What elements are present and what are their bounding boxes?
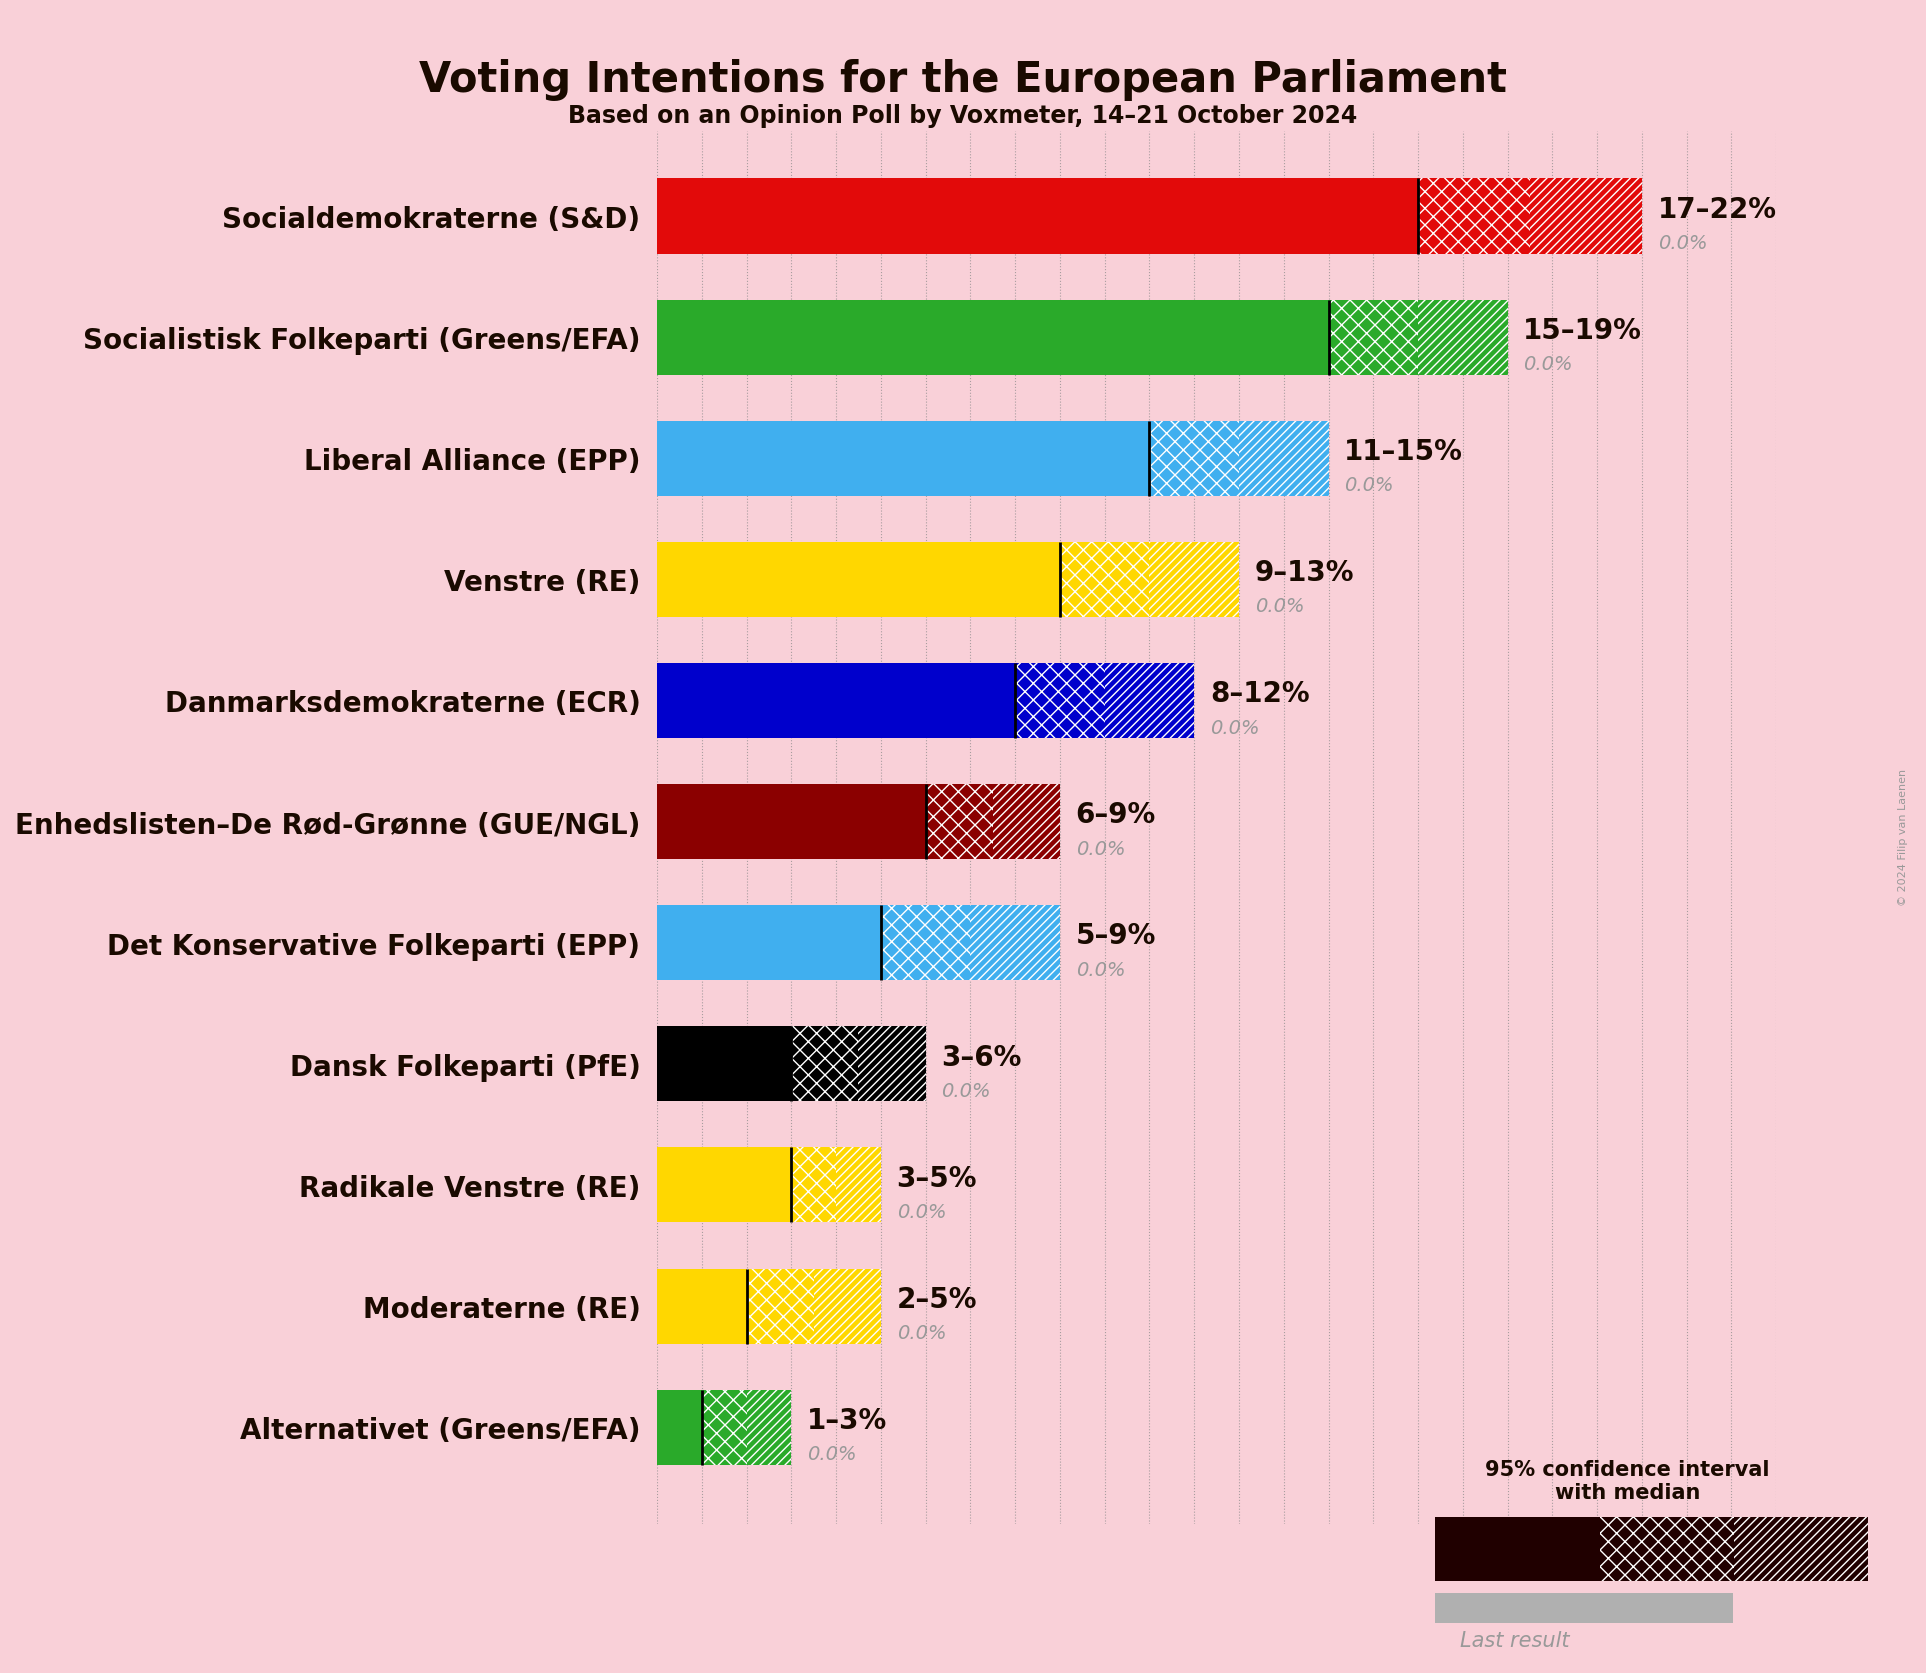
- Bar: [1329, 301, 1418, 375]
- Bar: [971, 905, 1059, 980]
- Bar: [1418, 179, 1529, 254]
- Text: 5–9%: 5–9%: [1075, 922, 1156, 950]
- Bar: [1059, 542, 1150, 617]
- Text: 0.0%: 0.0%: [1344, 477, 1394, 495]
- Text: 0.0%: 0.0%: [1658, 234, 1706, 253]
- Bar: [1238, 422, 1329, 497]
- Text: Based on an Opinion Poll by Voxmeter, 14–21 October 2024: Based on an Opinion Poll by Voxmeter, 14…: [568, 104, 1358, 127]
- Bar: [1418, 301, 1508, 375]
- Bar: [657, 542, 1059, 617]
- Text: 6–9%: 6–9%: [1075, 801, 1156, 828]
- Bar: [657, 785, 926, 860]
- Text: 17–22%: 17–22%: [1658, 196, 1776, 224]
- Bar: [880, 905, 971, 980]
- Text: 0.0%: 0.0%: [1075, 840, 1125, 858]
- Bar: [836, 1148, 880, 1223]
- Bar: [813, 1268, 880, 1343]
- Bar: [1529, 179, 1641, 254]
- Text: 2–5%: 2–5%: [896, 1285, 976, 1313]
- Bar: [747, 1390, 792, 1466]
- Bar: [701, 1390, 747, 1466]
- Text: 0.0%: 0.0%: [1523, 355, 1574, 375]
- Bar: [657, 664, 1015, 738]
- Bar: [859, 1027, 926, 1103]
- Bar: [926, 785, 992, 860]
- Bar: [1150, 422, 1238, 497]
- Text: 0.0%: 0.0%: [896, 1323, 946, 1342]
- Text: 0.0%: 0.0%: [1254, 597, 1304, 616]
- Text: 0.0%: 0.0%: [1210, 718, 1260, 738]
- Bar: [792, 1148, 836, 1223]
- Bar: [1015, 664, 1106, 738]
- Bar: [657, 1148, 792, 1223]
- Text: 11–15%: 11–15%: [1344, 438, 1464, 465]
- Bar: [992, 785, 1059, 860]
- Text: 0.0%: 0.0%: [896, 1203, 946, 1221]
- Bar: [657, 1027, 792, 1103]
- Text: 9–13%: 9–13%: [1254, 559, 1354, 587]
- Bar: [1150, 542, 1238, 617]
- Bar: [657, 179, 1418, 254]
- Bar: [657, 422, 1150, 497]
- Text: 0.0%: 0.0%: [942, 1081, 990, 1101]
- Bar: [1733, 1517, 1868, 1581]
- Bar: [657, 301, 1329, 375]
- Text: © 2024 Filip van Laenen: © 2024 Filip van Laenen: [1897, 768, 1909, 905]
- Text: 3–5%: 3–5%: [896, 1164, 976, 1191]
- Text: 1–3%: 1–3%: [807, 1405, 888, 1434]
- Bar: [657, 1390, 701, 1466]
- Bar: [1599, 1517, 1733, 1581]
- Bar: [747, 1268, 813, 1343]
- Bar: [657, 905, 880, 980]
- Text: 0.0%: 0.0%: [807, 1444, 857, 1464]
- Text: 3–6%: 3–6%: [942, 1042, 1021, 1071]
- Bar: [1106, 664, 1194, 738]
- Bar: [657, 1268, 747, 1343]
- Bar: [792, 1027, 859, 1103]
- Bar: [1435, 1517, 1599, 1581]
- Text: 8–12%: 8–12%: [1210, 679, 1310, 708]
- Text: 0.0%: 0.0%: [1075, 960, 1125, 979]
- Text: 15–19%: 15–19%: [1523, 316, 1643, 345]
- Text: Voting Intentions for the European Parliament: Voting Intentions for the European Parli…: [420, 59, 1506, 100]
- Text: 95% confidence interval
with median: 95% confidence interval with median: [1485, 1459, 1770, 1502]
- Text: Last result: Last result: [1460, 1630, 1570, 1650]
